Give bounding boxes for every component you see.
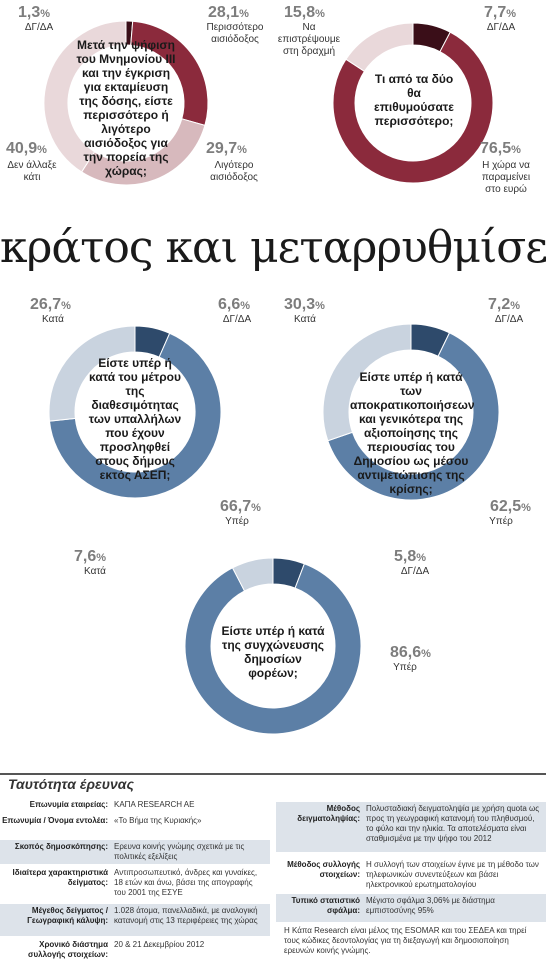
survey-row-purpose: Σκοπός δημοσκόπησης: Ερευνα κοινής γνώμη… [0,840,270,864]
pct-privatization-against: 30,3% [284,296,325,313]
survey-value: Πολυσταδιακή δειγματοληψία με χρήση quot… [366,804,540,843]
section-headline: κράτος και μεταρρυθμίσεις [0,222,546,273]
survey-row-client: Επωνυμία / Όνομα εντολέα: «Το Βήμα της Κ… [0,814,270,838]
label-availability-dkna: ΔΓ/ΔΑ [222,314,252,325]
survey-key: Σκοπός δημοσκόπησης: [14,842,108,851]
survey-value: Ερευνα κοινής γνώμης σχετικά με τις πολι… [114,842,245,861]
donut-privatization-svg [322,323,500,501]
donut-2-slice-1 [48,332,222,499]
survey-key: Ιδιαίτερα χαρακτηριστικά δείγματος: [12,868,108,887]
pct-euro-stay: 76,5% [480,140,521,157]
label-optimism-more: Περισσότερο αισιόδοξος [206,22,264,45]
pct-merger-against: 7,6% [74,548,107,565]
donut-1-slice-1 [332,31,494,184]
donut-1-slice-2 [345,22,414,73]
donut-chart-availability: Είστε υπέρ ή κατά του μέτρου της διαθεσι… [30,312,240,512]
pct-merger-for: 86,6% [390,644,431,661]
label-merger-against: Κατά [84,566,106,577]
label-euro-drachma: Να επιστρέψουμε στη δραχμή [277,22,341,57]
pct-privatization-for: 62,5% [490,498,531,515]
donut-euro-question: Τι από τα δύο θα επιθυμούσατε περισσότερ… [374,72,454,128]
survey-key: Μέθοδος δειγματοληψίας: [297,804,360,823]
label-optimism-dkna: ΔΓ/ΔΑ [24,22,54,33]
donut-3-slice-1 [327,332,500,501]
survey-row-company: Επωνυμία εταιρείας: ΚΑΠΑ RESEARCH AE [0,798,270,812]
survey-title: Ταυτότητα έρευνας [8,776,134,792]
donut-optimism-question: Μετά την ψήφιση του Μνημονίου ΙΙΙ και τη… [76,38,176,178]
survey-row-sample: Ιδιαίτερα χαρακτηριστικά δείγματος: Αντι… [0,866,270,902]
survey-value: Η συλλογή των στοιχείων έγινε με τη μέθο… [366,860,539,889]
survey-row-size: Μέγεθος δείγματος / Γεωγραφική κάλυψη: 1… [0,904,270,936]
survey-value: Μέγιστο σφάλμα 3,06% με διάστημα εμπιστο… [366,896,495,915]
donut-euro-svg [332,22,494,184]
survey-identity: Ταυτότητα έρευνας Επωνυμία εταιρείας: ΚΑ… [0,770,546,960]
label-optimism-less: Λιγότερο αισιόδοξος [210,160,258,183]
donut-chart-privatization: Είστε υπέρ ή κατά των αποκρατικοποιήσεων… [304,312,518,512]
label-privatization-dkna: ΔΓ/ΔΑ [494,314,524,325]
pct-euro-dkna: 7,7% [484,4,517,21]
survey-key: Επωνυμία εταιρείας: [29,800,108,809]
label-merger-for: Υπέρ [393,662,417,673]
donut-merger-svg [184,557,362,735]
label-privatization-for: Υπέρ [489,516,513,527]
label-optimism-same: Δεν άλλαξε κάτι [7,160,57,183]
label-merger-dkna: ΔΓ/ΔΑ [400,566,430,577]
survey-key: Χρονικό διάστημα συλλογής στοιχείων: [28,940,108,959]
donut-merger-question: Είστε υπέρ ή κατά της συγχώνευσης δημοσί… [221,624,325,680]
donut-optimism-svg [43,20,209,186]
survey-value: 20 & 21 Δεκεμβρίου 2012 [114,940,205,949]
label-euro-stay: Η χώρα να παραμείνει στο ευρώ [481,160,531,195]
donut-0-slice-3 [43,20,127,173]
survey-key: Τυπικό στατιστικό σφάλμα: [291,896,360,915]
donut-privatization-question: Είστε υπέρ ή κατά των αποκρατικοποιήσεων… [350,370,475,496]
pct-privatization-dkna: 7,2% [488,296,521,313]
donut-chart-optimism: Μετά την ψήφιση του Μνημονίου ΙΙΙ και τη… [16,8,236,198]
pct-availability-for: 66,7% [220,498,261,515]
survey-key: Μέγεθος δείγματος / Γεωγραφική κάλυψη: [27,906,108,925]
survey-row-method: Μέθοδος δειγματοληψίας: Πολυσταδιακή δει… [276,802,546,852]
donut-2-slice-2 [48,325,136,422]
pct-optimism-less: 29,7% [206,140,247,157]
donut-availability-question: Είστε υπέρ ή κατά του μέτρου της διαθεσι… [88,356,182,482]
label-availability-for: Υπέρ [225,516,249,527]
survey-value: ΚΑΠΑ RESEARCH AE [114,800,195,809]
survey-value: Αντιπροσωπευτικό, άνδρες και γυναίκες, 1… [114,868,258,897]
survey-note: Η Κάπα Research είναι μέλος της ESOMAR κ… [284,926,527,955]
donut-chart-merger: Είστε υπέρ ή κατά της συγχώνευσης δημοσί… [166,546,380,746]
survey-row-period: Χρονικό διάστημα συλλογής στοιχείων: 20 … [0,938,270,960]
pct-optimism-more: 28,1% [208,4,249,21]
survey-row-collection: Μέθοδος συλλογής στοιχείων: Η συλλογή τω… [276,858,546,890]
pct-availability-against: 26,7% [30,296,71,313]
label-privatization-against: Κατά [294,314,316,325]
donut-4-slice-1 [184,563,362,735]
donut-chart-euro: Τι από τα δύο θα επιθυμούσατε περισσότερ… [318,8,508,198]
donut-4-slice-2 [231,557,274,592]
pct-merger-dkna: 5,8% [394,548,427,565]
survey-key: Επωνυμία / Όνομα εντολέα: [2,816,108,825]
pct-euro-drachma: 15,8% [284,4,325,21]
survey-row-error: Τυπικό στατιστικό σφάλμα: Μέγιστο σφάλμα… [276,894,546,922]
survey-value: «Το Βήμα της Κυριακής» [114,816,202,825]
label-availability-against: Κατά [42,314,64,325]
donut-availability-svg [48,325,222,499]
donut-3-slice-2 [322,323,412,442]
label-euro-dkna: ΔΓ/ΔΑ [486,22,516,33]
survey-value: 1.028 άτομα, πανελλαδικά, με αναλογική κ… [114,906,258,925]
pct-optimism-dkna: 1,3% [18,4,51,21]
pct-availability-dkna: 6,6% [218,296,251,313]
pct-optimism-same: 40,9% [6,140,47,157]
survey-top-rule [0,773,546,775]
survey-key: Μέθοδος συλλογής στοιχείων: [287,860,360,879]
